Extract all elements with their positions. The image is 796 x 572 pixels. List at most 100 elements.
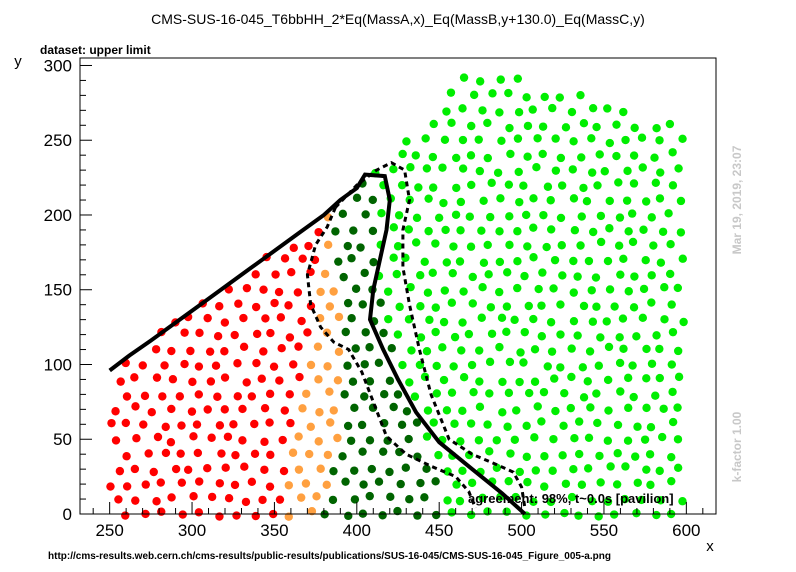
data-point (423, 288, 433, 297)
data-point (265, 389, 275, 399)
x-tick-label: 450 (425, 521, 453, 540)
data-point (250, 419, 259, 429)
data-point (416, 302, 425, 311)
chart-subtitle: dataset: upper limit (40, 43, 151, 57)
data-point (577, 153, 586, 162)
data-point (122, 482, 132, 491)
data-point (495, 227, 504, 236)
data-point (203, 405, 212, 414)
data-point (329, 466, 338, 476)
data-point (513, 227, 522, 236)
data-point (657, 432, 667, 442)
y-axis-label: y (14, 53, 22, 70)
data-point (387, 344, 396, 353)
data-point (529, 223, 538, 232)
data-point (584, 256, 594, 266)
data-point (646, 423, 656, 432)
data-point (647, 271, 656, 280)
data-point (505, 212, 514, 221)
data-point (576, 90, 585, 100)
data-point (584, 433, 594, 443)
data-point (326, 418, 335, 427)
data-point (546, 196, 555, 205)
data-point (592, 302, 601, 311)
data-point (178, 510, 187, 519)
data-point (548, 103, 557, 113)
data-point (343, 361, 352, 370)
data-point (624, 403, 633, 413)
data-point (266, 328, 275, 338)
data-point (404, 225, 413, 234)
data-point (615, 358, 625, 368)
data-point (616, 270, 625, 279)
data-point (276, 313, 286, 322)
data-point (493, 168, 503, 177)
data-point (452, 480, 461, 489)
x-tick-label: 400 (343, 521, 371, 540)
data-point (295, 372, 304, 382)
data-point (497, 136, 506, 146)
data-point (673, 346, 683, 356)
data-point (612, 120, 621, 129)
data-point (242, 378, 251, 387)
data-point (323, 362, 332, 371)
data-point (600, 167, 609, 176)
data-point (477, 226, 486, 235)
expected-limit-band-line (305, 206, 477, 509)
data-point (294, 465, 304, 474)
data-point (385, 376, 395, 386)
data-point (284, 301, 293, 310)
data-point (230, 330, 239, 340)
data-point (529, 253, 538, 262)
data-point (393, 506, 402, 516)
data-point (334, 347, 344, 357)
data-point (280, 254, 290, 263)
data-point (466, 510, 476, 520)
data-point (592, 122, 601, 132)
data-point (466, 419, 476, 428)
data-point (513, 257, 522, 266)
data-point (220, 318, 230, 327)
data-point (153, 432, 163, 442)
data-point (579, 301, 589, 311)
x-tick-label: 600 (672, 521, 700, 540)
data-point (350, 495, 360, 504)
data-point (284, 512, 293, 521)
data-point (465, 212, 475, 221)
data-point (180, 359, 189, 369)
data-point (622, 196, 632, 205)
data-point (296, 493, 306, 502)
data-point (434, 213, 444, 222)
data-point (347, 254, 356, 263)
data-point (339, 272, 348, 282)
data-point (411, 238, 421, 247)
data-point (271, 270, 280, 279)
data-point (519, 358, 528, 367)
data-point (477, 313, 486, 322)
data-point (668, 148, 677, 157)
data-point (540, 482, 549, 491)
data-point (188, 377, 197, 387)
x-tick-label: 300 (178, 521, 206, 540)
data-point (152, 497, 161, 506)
data-point (605, 224, 614, 233)
data-point (406, 163, 415, 172)
data-point (215, 302, 224, 311)
data-point (171, 464, 181, 474)
data-point (593, 418, 602, 428)
data-point (629, 392, 638, 402)
data-point (498, 377, 507, 387)
data-point (515, 467, 524, 477)
data-point (252, 358, 261, 368)
data-point (588, 317, 598, 326)
data-point (522, 452, 531, 462)
data-point (116, 377, 125, 386)
data-point (346, 436, 356, 445)
data-point (619, 107, 628, 117)
data-point (603, 436, 613, 445)
data-point (495, 287, 504, 297)
data-point (547, 347, 557, 356)
data-point (231, 450, 240, 460)
data-point (624, 287, 633, 296)
data-point (334, 312, 344, 322)
